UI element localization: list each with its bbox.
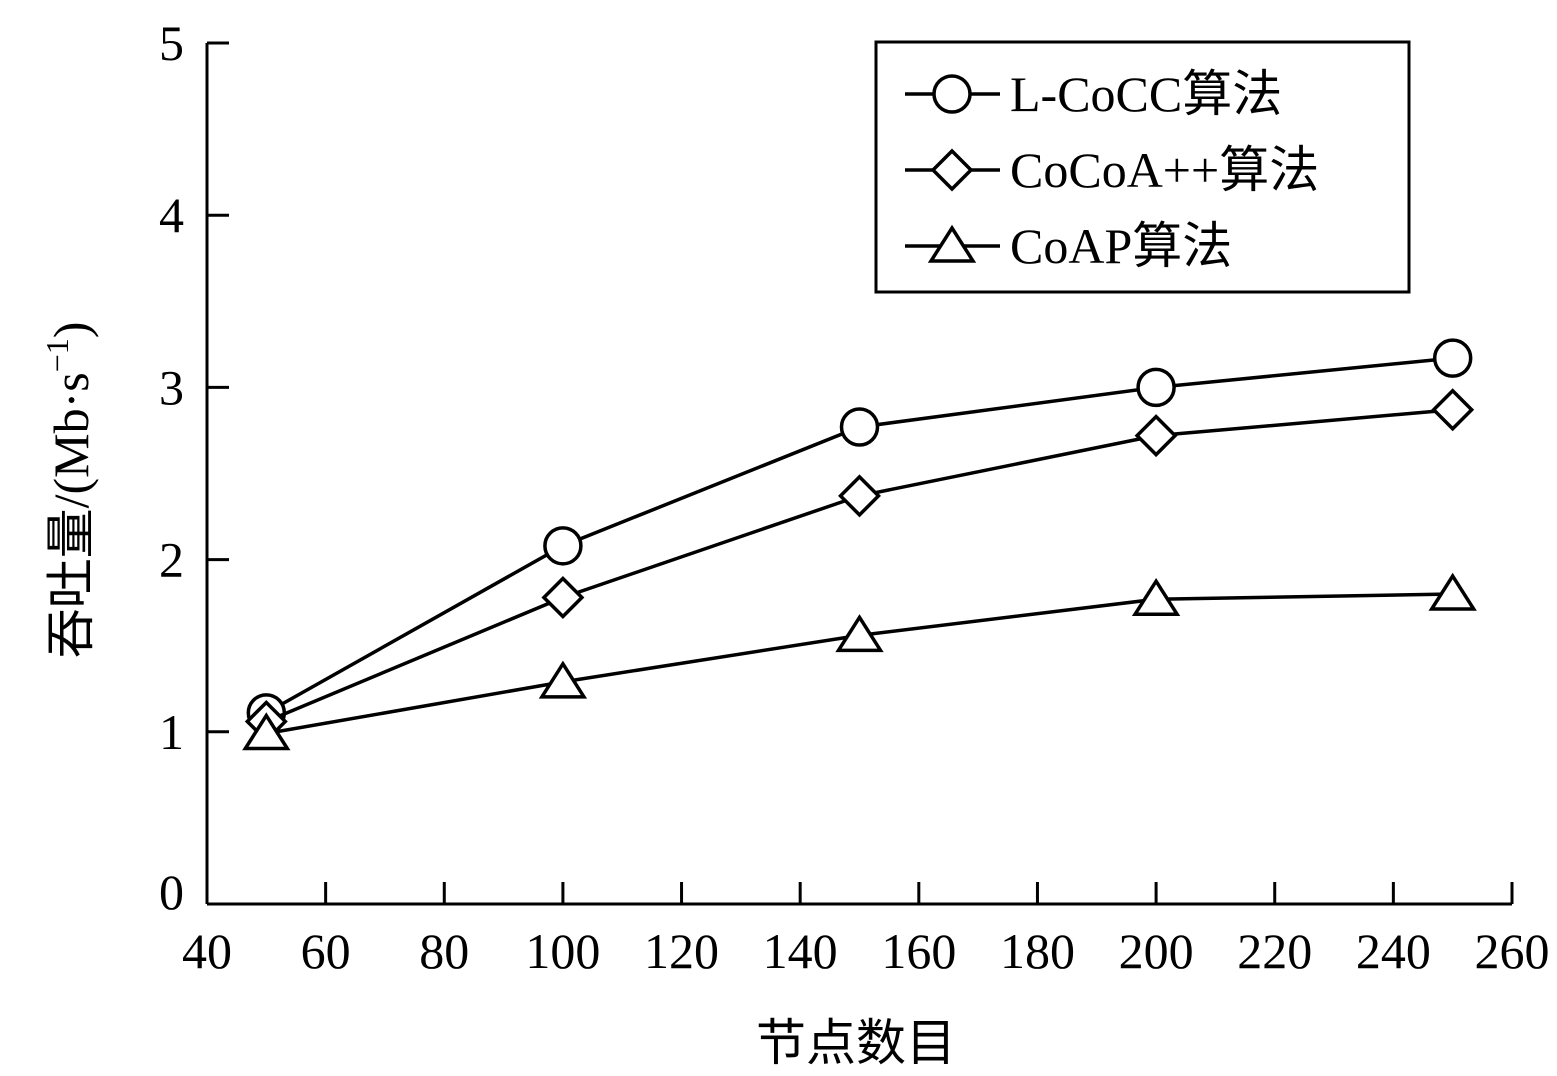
data-point — [1431, 388, 1475, 432]
legend-marker — [927, 224, 977, 263]
data-point — [1432, 338, 1473, 378]
x-tick-label: 160 — [881, 923, 956, 979]
y-tick-label: 3 — [159, 359, 184, 415]
data-point — [1134, 414, 1178, 458]
x-tick-label: 60 — [301, 923, 351, 979]
y-tick-label: 4 — [159, 187, 184, 243]
x-axis-label: 节点数目 — [756, 1015, 956, 1071]
legend-label: CoCoA++算法 — [1010, 142, 1319, 198]
series-triangle — [242, 572, 1477, 751]
x-tick-label: 80 — [419, 923, 469, 979]
data-point — [1136, 367, 1176, 408]
data-point — [1428, 572, 1477, 611]
data-point — [538, 660, 588, 699]
x-tick-label: 120 — [644, 923, 719, 979]
y-tick-label: 1 — [159, 704, 184, 760]
x-tick-label: 180 — [1000, 923, 1075, 979]
x-tick-label: 40 — [182, 923, 232, 979]
y-tick-label: 5 — [159, 15, 184, 71]
legend: L-CoCC算法 CoCoA++算法 CoAP算法 — [874, 40, 1411, 294]
data-point — [242, 712, 291, 751]
x-tick-label: 220 — [1237, 923, 1312, 979]
series-line — [265, 408, 1453, 724]
legend-entry: CoCoA++算法 — [905, 142, 1319, 198]
y-axis-ticks: 0 1 2 3 4 5 — [159, 15, 229, 920]
legend-label: CoAP算法 — [1010, 218, 1232, 274]
x-tick-label: 200 — [1119, 923, 1194, 979]
data-point — [839, 407, 880, 447]
x-axis-ticks: 40 60 80 100 120 140 160 180 200 220 240 260 — [182, 882, 1550, 979]
legend-label: L-CoCC算法 — [1010, 66, 1282, 122]
x-tick-label: 260 — [1475, 923, 1550, 979]
x-tick-label: 100 — [525, 923, 600, 979]
legend-entry: CoAP算法 — [905, 218, 1232, 274]
data-point — [541, 576, 585, 619]
data-point — [835, 614, 884, 653]
legend-box — [874, 40, 1411, 294]
chart-axes — [205, 43, 1512, 906]
legend-marker — [932, 74, 972, 114]
x-tick-label: 140 — [763, 923, 838, 979]
y-axis-label: 吞吐量/(Mb·s−1) — [39, 322, 99, 659]
y-axis-label-close: ) — [43, 322, 99, 339]
y-tick-label: 0 — [159, 864, 184, 920]
data-point — [1131, 577, 1181, 616]
data-point — [543, 526, 583, 566]
y-tick-label: 2 — [159, 532, 184, 588]
x-tick-label: 240 — [1356, 923, 1431, 979]
data-point — [838, 474, 881, 518]
legend-marker — [930, 148, 974, 192]
legend-items: L-CoCC算法 CoCoA++算法 CoAP算法 — [905, 66, 1319, 274]
y-axis-label-main: 吞吐量/(Mb·s — [43, 372, 99, 658]
y-axis-label-sup: −1 — [39, 338, 75, 372]
legend-entry: L-CoCC算法 — [905, 66, 1282, 122]
series-circle — [246, 338, 1473, 733]
series-group — [242, 338, 1477, 751]
